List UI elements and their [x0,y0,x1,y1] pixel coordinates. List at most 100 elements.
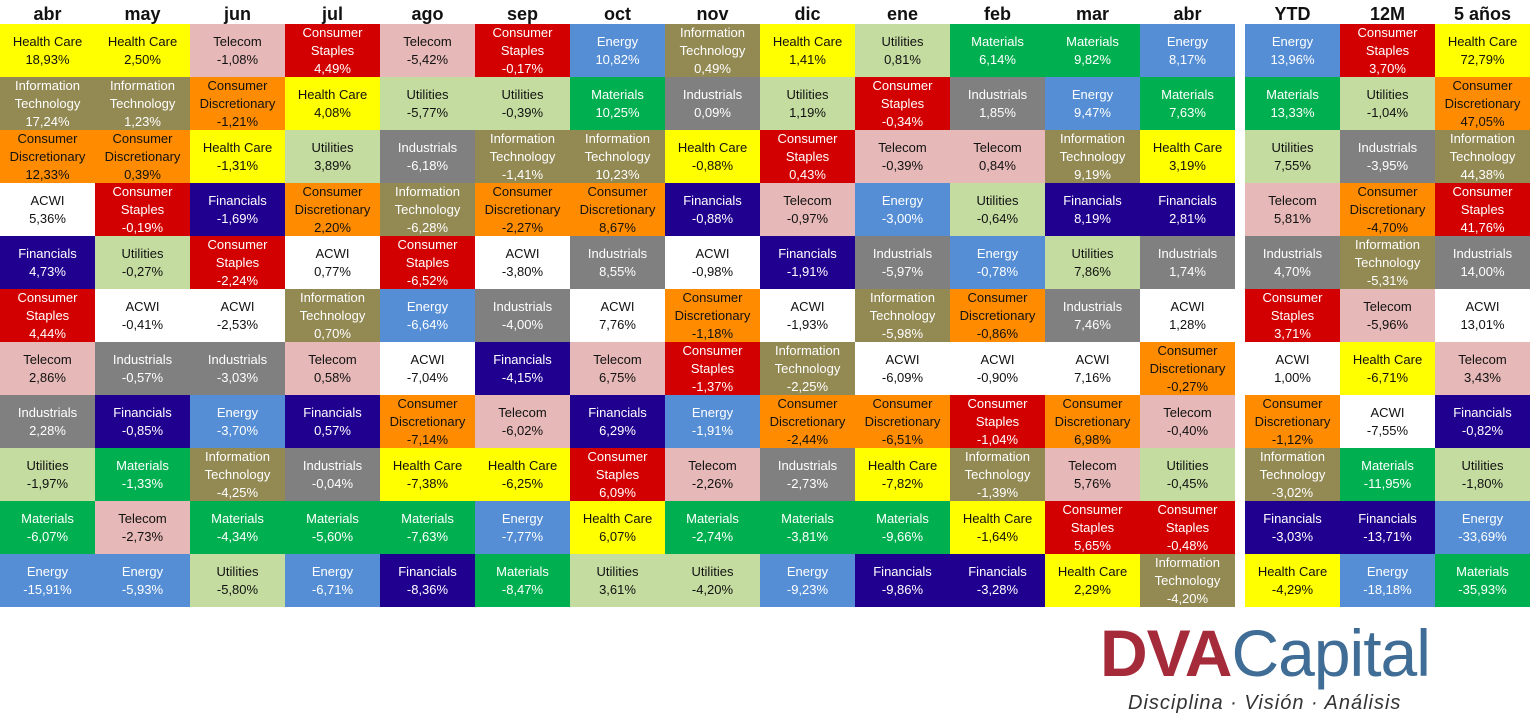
return-value: -5,42% [406,51,449,67]
sector-name: Energy [1461,510,1504,526]
sector-cell: Utilities 1,19% [760,77,855,130]
return-value: -3,80% [501,263,544,279]
sector-cell: Information Technology 9,19% [1045,130,1140,183]
sector-name: Industrials [492,298,553,314]
return-value: 8,67% [599,219,636,235]
column-header: oct [604,4,631,24]
return-value: 4,08% [314,104,351,120]
return-value: -1,41% [501,166,544,182]
sector-cell: Financials -0,85% [95,395,190,448]
return-value: -4,20% [1166,590,1209,606]
return-value: 7,76% [599,316,636,332]
return-value: -6,52% [406,272,449,288]
sector-cell: Consumer Discretionary -1,21% [190,77,285,130]
sector-name: Materials [1361,457,1414,473]
sector-name: Consumer Staples [777,130,838,164]
sector-name: Information Technology [394,183,461,217]
sector-cell: Health Care -6,71% [1340,342,1435,395]
sector-name: Information Technology [869,289,936,323]
sector-name: Materials [116,457,169,473]
return-value: 3,71% [1274,325,1311,341]
return-value: 1,19% [789,104,826,120]
return-value: -0,97% [786,210,829,226]
sector-cell: Information Technology 10,23% [570,130,665,183]
sector-cell: Financials 2,81% [1140,183,1235,236]
return-value: -2,73% [121,528,164,544]
sector-name: ACWI [790,298,825,314]
return-value: -1,18% [691,325,734,341]
sector-name: ACWI [410,351,445,367]
sector-name: Consumer Staples [587,448,648,482]
return-value: -1,33% [121,475,164,491]
return-value: 1,74% [1169,263,1206,279]
sector-cell: Financials 4,73% [0,236,95,289]
sector-cell: Information Technology 0,70% [285,289,380,342]
sector-cell: Consumer Staples -0,48% [1140,501,1235,554]
sector-cell: Telecom -2,73% [95,501,190,554]
sector-name: Energy [406,298,449,314]
sector-cell: Energy -3,00% [855,183,950,236]
return-value: 41,76% [1460,219,1505,235]
sector-name: Energy [1366,563,1409,579]
return-value: 4,49% [314,60,351,76]
sector-cell: Utilities 7,55% [1245,130,1340,183]
sector-cell: Materials -2,74% [665,501,760,554]
sector-cell: Energy -6,64% [380,289,475,342]
sector-name: ACWI [695,245,730,261]
sector-name: Health Care [392,457,463,473]
sector-cell: Information Technology 0,49% [665,24,760,77]
sector-cell: Industrials -4,00% [475,289,570,342]
sector-name: Consumer Staples [967,395,1028,429]
return-value: -5,96% [1366,316,1409,332]
sector-name: Consumer Staples [1262,289,1323,323]
sector-name: Utilities [691,563,734,579]
sector-name: Telecom [1268,192,1317,208]
sector-name: Materials [1161,86,1214,102]
sector-name: Materials [591,86,644,102]
return-value: 6,07% [599,528,636,544]
sector-name: Financials [398,563,457,579]
sector-cell: Materials -5,60% [285,501,380,554]
sector-cell: Information Technology 1,23% [95,77,190,130]
sector-cell: Consumer Discretionary 0,39% [95,130,190,183]
sector-name: Utilities [311,139,354,155]
sector-name: Financials [683,192,742,208]
return-value: 7,16% [1074,369,1111,385]
sector-name: Health Care [772,33,843,49]
sector-cell: ACWI -0,98% [665,236,760,289]
sector-name: Health Care [1152,139,1223,155]
sector-cell: Energy -15,91% [0,554,95,607]
return-value: -3,81% [786,528,829,544]
sector-cell: Information Technology -2,25% [760,342,855,395]
sector-name: Energy [786,563,829,579]
sector-name: Information Technology [964,448,1031,482]
sector-cell: Materials -8,47% [475,554,570,607]
return-value: 7,86% [1074,263,1111,279]
return-value: 0,77% [314,263,351,279]
sector-cell: Telecom -0,39% [855,130,950,183]
sector-cell: Consumer Discretionary -0,27% [1140,342,1235,395]
sector-cell: Energy -9,23% [760,554,855,607]
return-value: -0,27% [1166,378,1209,394]
return-value: -1,04% [1366,104,1409,120]
sector-cell: Health Care -1,31% [190,130,285,183]
return-value: -8,36% [406,581,449,597]
sector-name: ACWI [1275,351,1310,367]
return-value: 13,96% [1270,51,1315,67]
return-value: -0,98% [691,263,734,279]
sector-cell: Health Care 2,50% [95,24,190,77]
sector-cell: Information Technology 17,24% [0,77,95,130]
sector-name: Industrials [207,351,268,367]
return-value: -1,39% [976,484,1019,500]
return-value: 9,82% [1074,51,1111,67]
sector-cell: Consumer Staples 0,43% [760,130,855,183]
sector-cell: Telecom -2,26% [665,448,760,501]
sector-name: Industrials [967,86,1028,102]
sector-cell: Industrials 1,85% [950,77,1045,130]
sector-name: Materials [496,563,549,579]
return-value: -1,97% [26,475,69,491]
return-value: -3,28% [976,581,1019,597]
return-value: -4,70% [1366,219,1409,235]
return-value: -0,85% [121,422,164,438]
sector-name: Telecom [878,139,927,155]
